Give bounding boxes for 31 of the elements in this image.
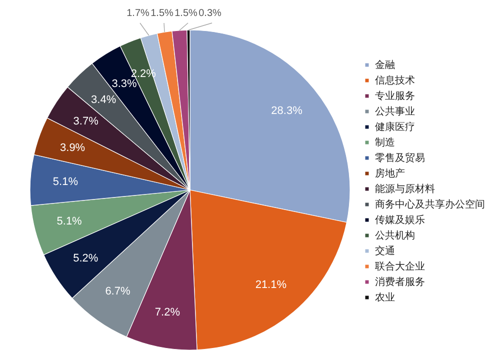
legend-label: 专业服务 xyxy=(375,90,415,102)
legend-label: 商务中心及共享办公空间 xyxy=(375,198,485,210)
data-label: 1.5% xyxy=(150,8,174,19)
data-label: 5.1% xyxy=(56,216,82,228)
legend-label: 传媒及娱乐 xyxy=(375,214,425,226)
data-label: 1.7% xyxy=(126,8,150,19)
legend-label: 消费者服务 xyxy=(375,276,425,288)
legend-label: 交通 xyxy=(375,245,395,257)
data-label: 3.4% xyxy=(91,94,116,106)
legend-label: 零售及贸易 xyxy=(375,152,425,164)
data-label: 3.7% xyxy=(73,115,99,128)
legend-label: 公共事业 xyxy=(375,106,415,118)
legend-label: 联合大企业 xyxy=(375,260,425,272)
legend-label: 农业 xyxy=(375,292,395,304)
data-label: 5.2% xyxy=(73,252,98,264)
data-label: 21.1% xyxy=(255,279,287,292)
data-label: 5.1% xyxy=(52,176,78,188)
legend-label: 信息技术 xyxy=(375,74,415,86)
legend-label: 金融 xyxy=(375,59,395,71)
data-label: 1.5% xyxy=(174,8,198,19)
data-label: 28.3% xyxy=(271,105,303,118)
data-label: 0.3% xyxy=(198,8,222,19)
legend-label: 房地产 xyxy=(375,168,405,180)
legend-label: 健康医疗 xyxy=(375,121,415,133)
data-label: 3.3% xyxy=(112,78,137,90)
data-label: 3.9% xyxy=(60,142,86,154)
legend-label: 制造 xyxy=(375,136,395,148)
legend-label: 公共机构 xyxy=(375,230,415,242)
data-label: 7.2% xyxy=(154,306,180,319)
legend-label: 能源与原材料 xyxy=(375,183,435,195)
data-label: 6.7% xyxy=(105,286,130,298)
